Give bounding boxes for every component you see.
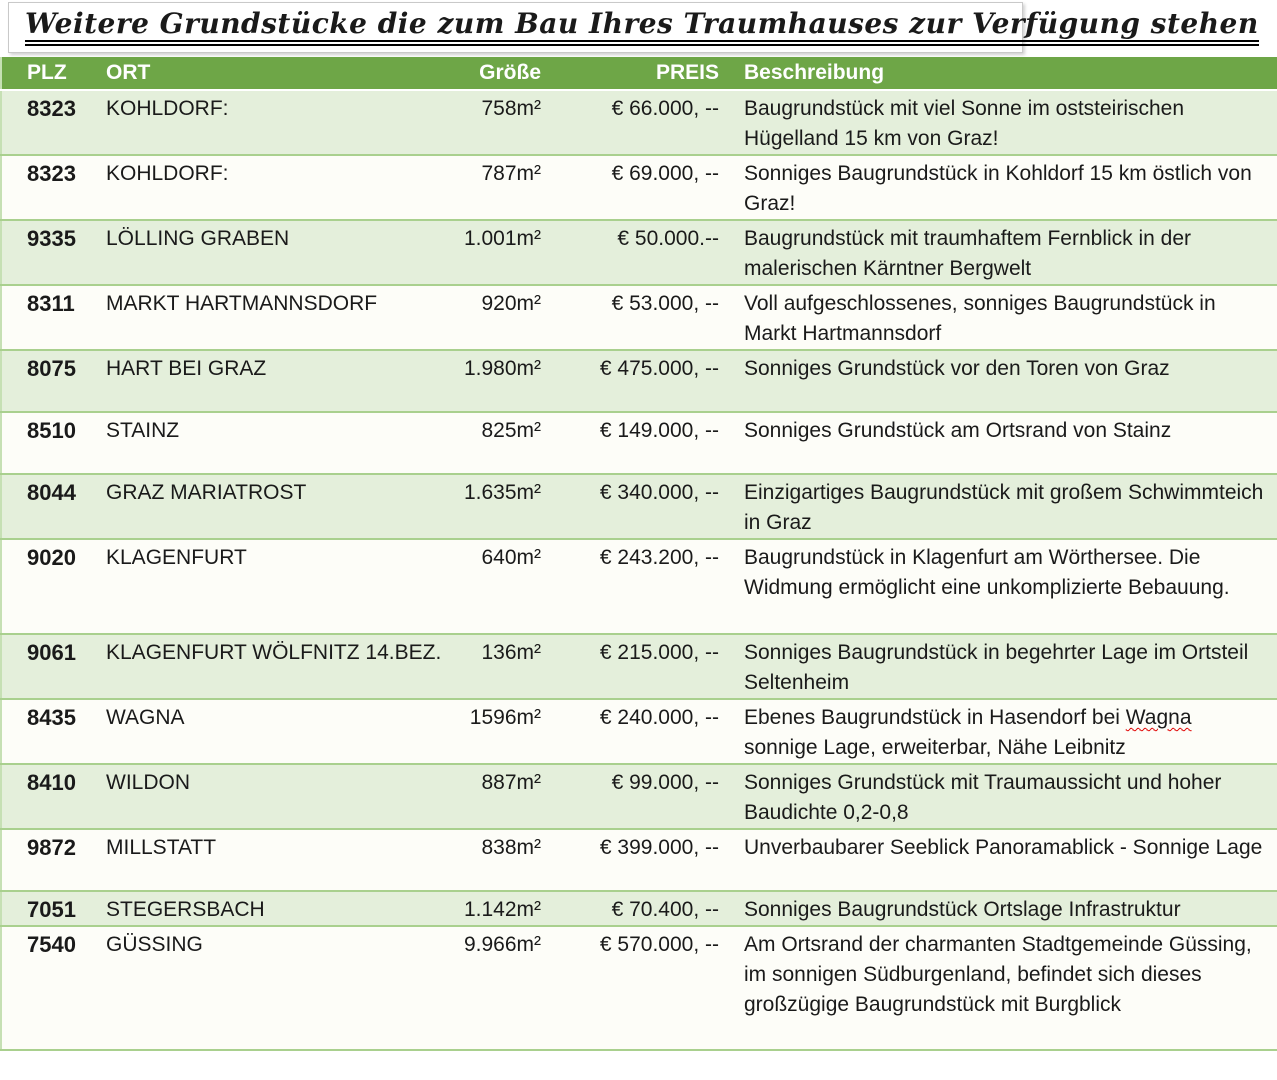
price-cell: € 50.000.-- (546, 219, 726, 285)
header-row: PLZ ORT Größe PREIS Beschreibung (1, 57, 1277, 90)
plz-cell: 9335 (1, 219, 96, 285)
price-cell: € 215.000, -- (546, 633, 726, 699)
price-cell: € 399.000, -- (546, 828, 726, 891)
price-cell: € 149.000, -- (546, 411, 726, 474)
table-row: 9335 LÖLLING GRABEN 1.001m² € 50.000.-- Baug… (1, 219, 1277, 285)
description-cell: Sonniges Grundstück vor den Toren von Gr… (726, 349, 1277, 412)
size-cell: 640m² (446, 538, 546, 634)
plz-cell: 9020 (1, 538, 96, 634)
size-cell: 1.635m² (446, 473, 546, 539)
table-row: 9872 MILLSTATT 838m² € 399.000, -- Unverbaub… (1, 828, 1277, 891)
plz-cell: 8510 (1, 411, 96, 474)
size-cell: 787m² (446, 154, 546, 220)
title-box: Weitere Grundstücke die zum Bau Ihres Tr… (8, 2, 1259, 53)
size-cell: 1.980m² (446, 349, 546, 412)
size-cell: 136m² (446, 633, 546, 699)
plz-cell: 8044 (1, 473, 96, 539)
description-cell: Sonniges Grundstück mit Traumaussicht un… (726, 763, 1277, 829)
header-preis: PREIS (546, 57, 726, 90)
description-cell: Einzigartiges Baugrundstück mit großem S… (726, 473, 1277, 539)
table-row: 8435 WAGNA 1596m² € 240.000, -- Ebenes Baugr… (1, 698, 1277, 764)
description-cell: Sonniges Baugrundstück in Kohldorf 15 km… (726, 154, 1277, 220)
size-cell: 1.142m² (446, 890, 546, 926)
description-cell: Sonniges Baugrundstück Ortslage Infrastr… (726, 890, 1277, 926)
table-row: 7540 GÜSSING 9.966m² € 570.000, -- Am Ortsra… (1, 925, 1277, 1050)
description-cell: Sonniges Grundstück am Ortsrand von Stai… (726, 411, 1277, 474)
ort-cell: KOHLDORF: (96, 89, 446, 155)
ort-cell: GRAZ MARIATROST (96, 473, 446, 539)
description-cell: Baugrundstück mit traumhaftem Fernblick … (726, 219, 1277, 285)
description-cell: Ebenes Baugrundstück in Hasendorf bei Wa… (726, 698, 1277, 764)
table-row: 8410 WILDON 887m² € 99.000, -- Sonniges Grun… (1, 763, 1277, 829)
table-body: 8323 KOHLDORF: 758m² € 66.000, -- Baugrundst… (1, 89, 1277, 1050)
table-row: 8323 KOHLDORF: 787m² € 69.000, -- Sonniges B… (1, 154, 1277, 220)
ort-cell: HART BEI GRAZ (96, 349, 446, 412)
price-cell: € 243.200, -- (546, 538, 726, 634)
size-cell: 887m² (446, 763, 546, 829)
price-cell: € 340.000, -- (546, 473, 726, 539)
description-cell: Sonniges Baugrundstück in begehrter Lage… (726, 633, 1277, 699)
page-title: Weitere Grundstücke die zum Bau Ihres Tr… (25, 8, 1259, 47)
listings-table: PLZ ORT Größe PREIS Beschreibung 8323 KOH… (0, 57, 1277, 1051)
header-groesse: Größe (446, 57, 546, 90)
table-header: PLZ ORT Größe PREIS Beschreibung (1, 57, 1277, 90)
ort-cell: LÖLLING GRABEN (96, 219, 446, 285)
plz-cell: 8410 (1, 763, 96, 829)
description-cell: Baugrundstück in Klagenfurt am Wörtherse… (726, 538, 1277, 634)
plz-cell: 8075 (1, 349, 96, 412)
header-plz: PLZ (1, 57, 96, 90)
size-cell: 825m² (446, 411, 546, 474)
table-row: 8510 STAINZ 825m² € 149.000, -- Sonniges Gru… (1, 411, 1277, 474)
table-row: 8323 KOHLDORF: 758m² € 66.000, -- Baugrundst… (1, 89, 1277, 155)
ort-cell: MILLSTATT (96, 828, 446, 891)
size-cell: 1.001m² (446, 219, 546, 285)
ort-cell: KLAGENFURT WÖLFNITZ 14.BEZ. (96, 633, 446, 699)
size-cell: 838m² (446, 828, 546, 891)
price-cell: € 53.000, -- (546, 284, 726, 350)
size-cell: 1596m² (446, 698, 546, 764)
ort-cell: MARKT HARTMANNSDORF (96, 284, 446, 350)
ort-cell: KLAGENFURT (96, 538, 446, 634)
ort-cell: KOHLDORF: (96, 154, 446, 220)
ort-cell: STEGERSBACH (96, 890, 446, 926)
plz-cell: 9872 (1, 828, 96, 891)
table-row: 7051 STEGERSBACH 1.142m² € 70.400, -- Sonnig… (1, 890, 1277, 926)
table-row: 8075 HART BEI GRAZ 1.980m² € 475.000, -- Son… (1, 349, 1277, 412)
plz-cell: 7540 (1, 925, 96, 1050)
price-cell: € 70.400, -- (546, 890, 726, 926)
price-cell: € 475.000, -- (546, 349, 726, 412)
header-ort: ORT (96, 57, 446, 90)
size-cell: 758m² (446, 89, 546, 155)
plz-cell: 8311 (1, 284, 96, 350)
ort-cell: STAINZ (96, 411, 446, 474)
table-row: 8044 GRAZ MARIATROST 1.635m² € 340.000, -- E… (1, 473, 1277, 539)
description-cell: Baugrundstück mit viel Sonne im oststeir… (726, 89, 1277, 155)
plz-cell: 9061 (1, 633, 96, 699)
ort-cell: WAGNA (96, 698, 446, 764)
spellcheck-marked-word: Wagna (1125, 706, 1192, 729)
price-cell: € 570.000, -- (546, 925, 726, 1050)
plz-cell: 8323 (1, 89, 96, 155)
plz-cell: 7051 (1, 890, 96, 926)
header-beschreibung: Beschreibung (726, 57, 1277, 90)
ort-cell: WILDON (96, 763, 446, 829)
description-cell: Am Ortsrand der charmanten Stadtgemeinde… (726, 925, 1277, 1050)
description-cell: Voll aufgeschlossenes, sonniges Baugrund… (726, 284, 1277, 350)
price-cell: € 66.000, -- (546, 89, 726, 155)
price-cell: € 99.000, -- (546, 763, 726, 829)
table-row: 8311 MARKT HARTMANNSDORF 920m² € 53.000, --… (1, 284, 1277, 350)
price-cell: € 69.000, -- (546, 154, 726, 220)
ort-cell: GÜSSING (96, 925, 446, 1050)
plz-cell: 8323 (1, 154, 96, 220)
description-cell: Unverbaubarer Seeblick Panoramablick - S… (726, 828, 1277, 891)
table-row: 9020 KLAGENFURT 640m² € 243.200, -- Baugrund… (1, 538, 1277, 634)
size-cell: 920m² (446, 284, 546, 350)
plz-cell: 8435 (1, 698, 96, 764)
table-row: 9061 KLAGENFURT WÖLFNITZ 14.BEZ. 136m² € 21… (1, 633, 1277, 699)
price-cell: € 240.000, -- (546, 698, 726, 764)
size-cell: 9.966m² (446, 925, 546, 1050)
